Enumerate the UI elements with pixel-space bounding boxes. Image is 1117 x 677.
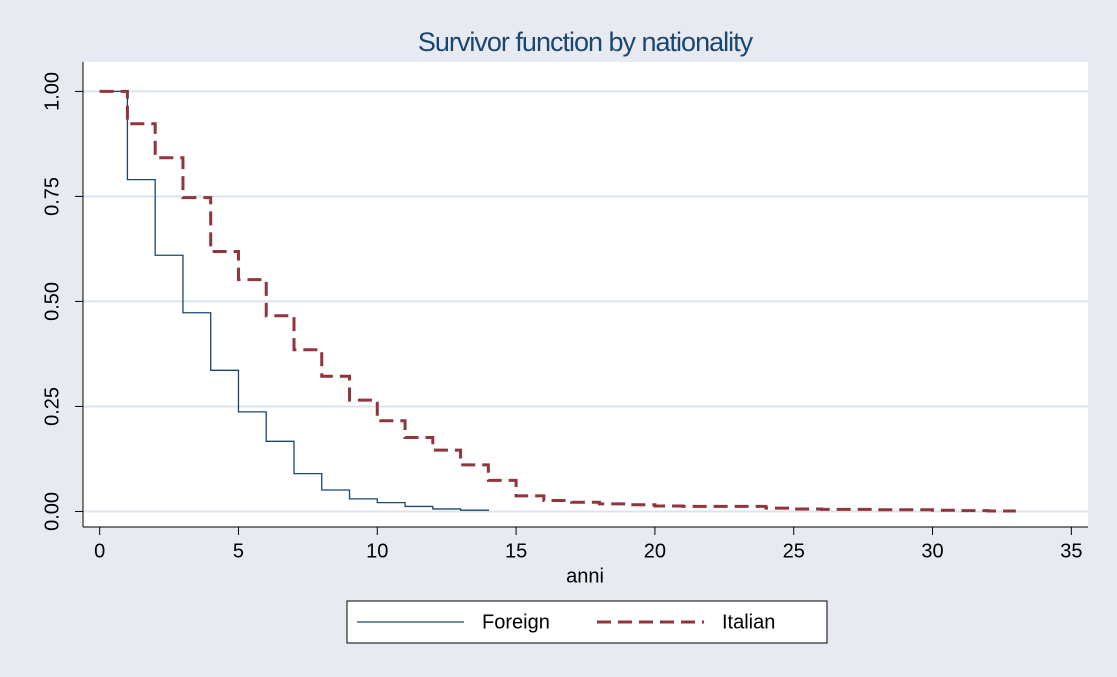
x-tick-label: 15 <box>505 540 527 562</box>
x-tick-label: 10 <box>366 540 388 562</box>
y-tick-label: 0.50 <box>41 282 63 321</box>
y-tick-label: 0.75 <box>41 177 63 216</box>
chart-title: Survivor function by nationality <box>418 27 754 57</box>
x-axis-label: anni <box>566 565 604 587</box>
x-tick-label: 5 <box>233 540 244 562</box>
x-tick-label: 30 <box>921 540 943 562</box>
plot-area <box>83 62 1088 527</box>
survival-line <box>99 90 489 512</box>
legend-label: Foreign <box>482 611 550 633</box>
x-tick-label: 35 <box>1060 540 1082 562</box>
x-tick-label: 0 <box>94 540 105 562</box>
survival-line <box>99 89 1016 513</box>
y-tick-label: 1.00 <box>41 72 63 111</box>
x-tick-label: 20 <box>644 540 666 562</box>
y-tick-label: 0.00 <box>41 492 63 531</box>
y-tick-label: 0.25 <box>41 387 63 426</box>
legend-label: Italian <box>722 611 775 633</box>
x-tick-label: 25 <box>783 540 805 562</box>
